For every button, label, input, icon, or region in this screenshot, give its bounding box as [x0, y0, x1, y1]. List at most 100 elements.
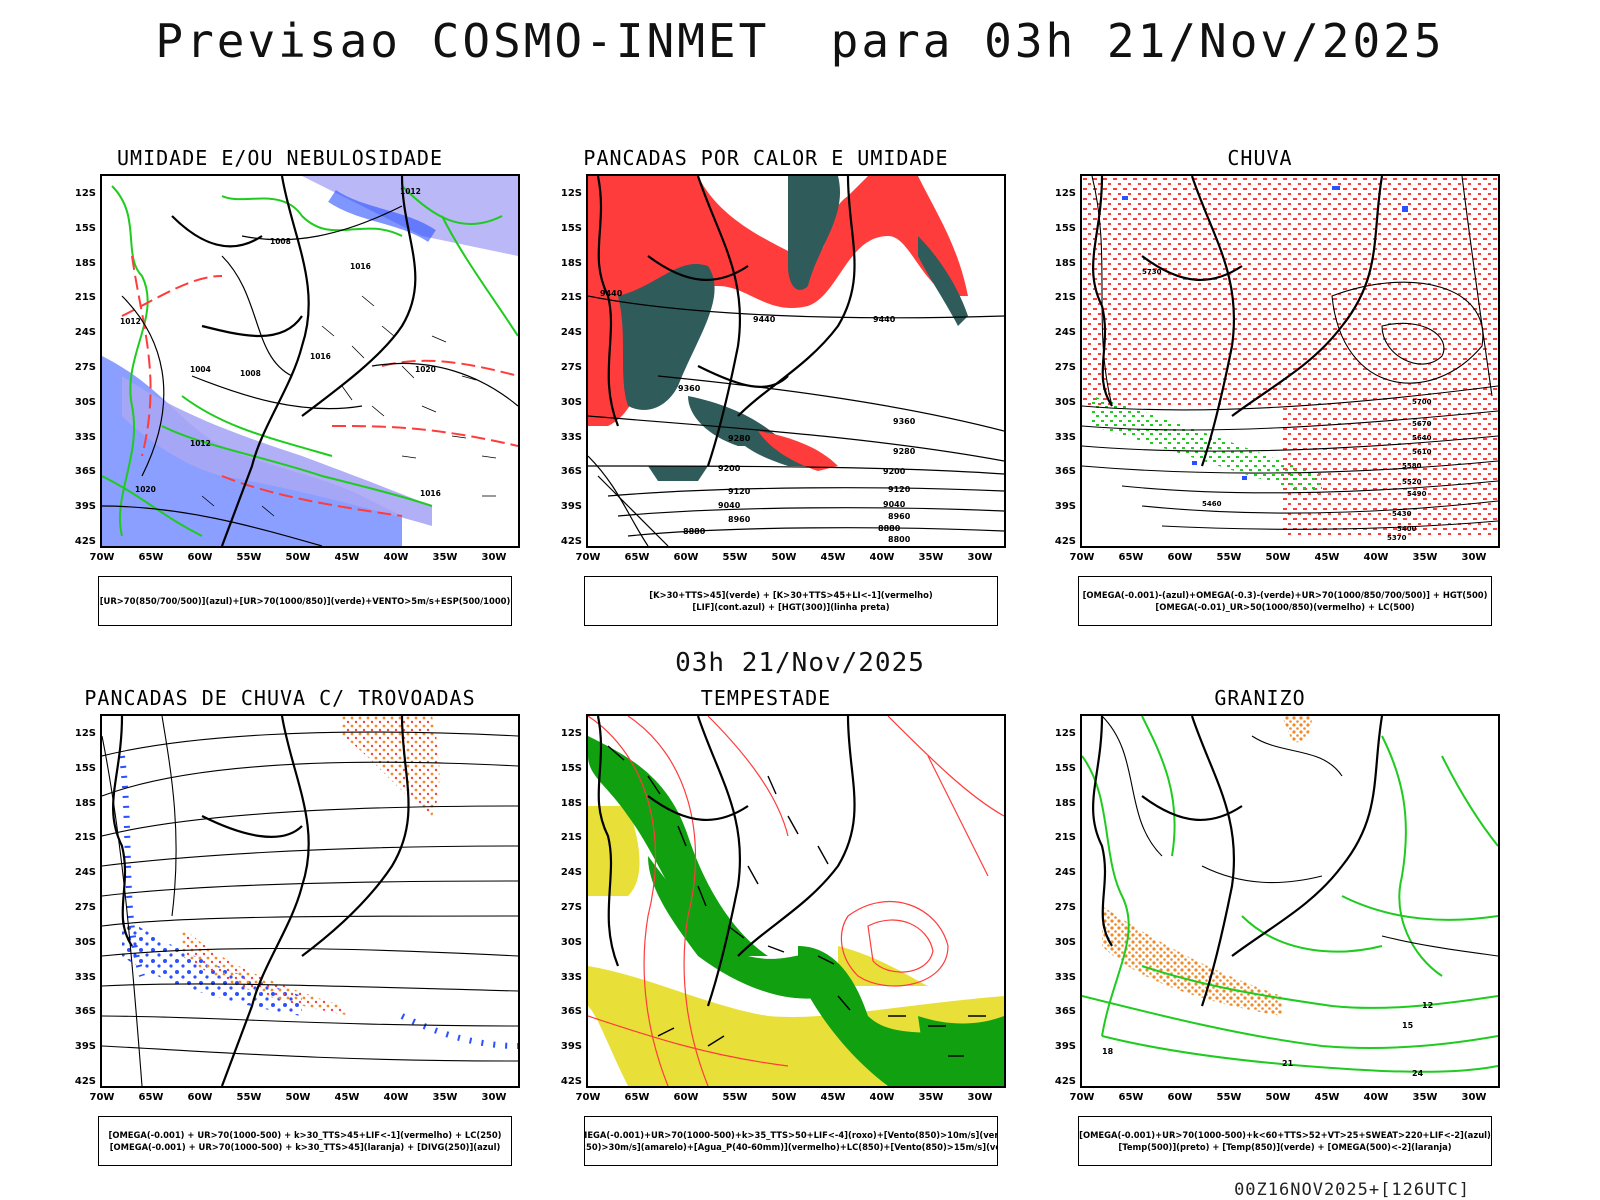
lon-tick-label: 30W [967, 552, 993, 563]
lat-tick-label: 27S [1054, 362, 1076, 373]
lon-tick-label: 40W [869, 1092, 895, 1103]
lon-tick-label: 35W [1412, 552, 1438, 563]
lat-tick-label: 24S [560, 867, 582, 879]
map-granizo: 12 15 18 21 24 [1082, 716, 1498, 1078]
lat-tick-label: 24S [560, 327, 582, 339]
lon-tick-label: 65W [138, 552, 164, 563]
lat-tick-label: 30S [74, 936, 96, 948]
lat-tick-label: 24S [1054, 327, 1076, 339]
contour-label: 8880 [878, 524, 901, 533]
contour-label: 9040 [883, 500, 906, 509]
lat-tick-label: 12S [1054, 188, 1076, 199]
lat-tick-label: 42S [1054, 536, 1076, 547]
lon-tick-label: 40W [1363, 1092, 1389, 1103]
lat-tick-label: 21S [74, 292, 96, 304]
contour-label: 5700 [1412, 398, 1432, 406]
contour-label: 5640 [1412, 434, 1432, 442]
contour-label: 5490 [1407, 490, 1427, 498]
lon-tick-label: 35W [432, 552, 458, 563]
lon-tick-label: 60W [187, 552, 213, 563]
contour-label: 9440 [753, 315, 776, 324]
contour-label: 9280 [728, 434, 751, 443]
lon-tick-label: 50W [285, 552, 311, 563]
lat-tick-label: 39S [74, 1041, 96, 1053]
lat-tick-label: 15S [1054, 762, 1076, 774]
lat-tick-label: 18S [1054, 797, 1076, 809]
legend: [OMEGA(-0.001)+UR>70(1000-500)+k<60+TTS>… [1078, 1116, 1492, 1166]
lon-tick-label: 70W [575, 552, 601, 563]
contour-label: 5460 [1202, 500, 1222, 508]
lon-tick-label: 45W [334, 1092, 360, 1103]
panel-tempestade: TEMPESTADE [526, 686, 1006, 1166]
map-frame [100, 174, 520, 548]
lon-tick-label: 50W [771, 552, 797, 563]
lon-tick-label: 70W [575, 1092, 601, 1103]
lon-tick-label: 60W [673, 1092, 699, 1103]
legend-line: [UR>70(850/700/500)](azul)+[UR>70(1000/8… [99, 596, 511, 606]
lon-tick-label: 30W [481, 1092, 507, 1103]
page-title: Previsao COSMO-INMET para 03h 21/Nov/202… [155, 14, 1445, 68]
lon-tick-label: 60W [673, 552, 699, 563]
map-frame: 12 15 18 21 24 [1080, 714, 1500, 1088]
lon-tick-label: 55W [236, 1092, 262, 1103]
contour-label: 9200 [718, 464, 741, 473]
map-frame [586, 714, 1006, 1088]
lat-tick-label: 21S [560, 832, 582, 844]
panel-title: UMIDADE E/OU NEBULOSIDADE [116, 146, 444, 170]
map-umidade [102, 176, 518, 546]
lon-tick-label: 70W [1069, 1092, 1095, 1103]
lon-tick-label: 35W [1412, 1092, 1438, 1103]
map-trovoadas [102, 716, 518, 1086]
lat-tick-label: 15S [74, 762, 96, 774]
lon-tick-label: 55W [1216, 552, 1242, 563]
panel-title: GRANIZO [1214, 686, 1306, 710]
lon-tick-label: 65W [624, 552, 650, 563]
contour-label: 5430 [1392, 510, 1412, 518]
contour-label: 9040 [718, 501, 741, 510]
lat-tick-label: 21S [1054, 832, 1076, 844]
lat-tick-label: 42S [74, 536, 96, 547]
lon-tick-label: 55W [722, 1092, 748, 1103]
legend: [OMEGA(-0.001)-(azul)+OMEGA(-0.3)-(verde… [1078, 576, 1492, 626]
map-frame: 9440 9440 9440 9360 9360 9280 9280 9200 … [586, 174, 1006, 548]
lat-tick-label: 42S [1054, 1076, 1076, 1087]
panel-title: TEMPESTADE [700, 686, 832, 710]
lon-tick-label: 65W [1118, 1092, 1144, 1103]
legend-line: [K>30+TTS>45](verde) + [K>30+TTS>45+LI<-… [649, 590, 933, 600]
lat-tick-label: 30S [74, 396, 96, 408]
lat-tick-label: 36S [560, 466, 582, 478]
lon-tick-label: 65W [138, 1092, 164, 1103]
lon-tick-label: 65W [1118, 552, 1144, 563]
panel-title: CHUVA [1227, 146, 1293, 170]
lat-tick-label: 27S [560, 902, 582, 913]
contour-label: 9120 [728, 487, 751, 496]
contour-label: 5400 [1397, 525, 1417, 533]
lat-tick-label: 24S [74, 867, 96, 879]
lat-tick-label: 21S [560, 292, 582, 304]
lat-tick-label: 33S [74, 971, 96, 983]
lat-tick-label: 15S [560, 762, 582, 774]
lon-tick-label: 60W [1167, 1092, 1193, 1103]
lat-tick-label: 36S [74, 466, 96, 478]
lat-tick-label: 30S [1054, 396, 1076, 408]
panel-pancadas-calor: PANCADAS POR CALOR E UMIDADE [526, 146, 1006, 626]
contour-label: 21 [1282, 1059, 1294, 1068]
lon-tick-label: 30W [967, 1092, 993, 1103]
legend-line: [LIF](cont.azul) + [HGT(300)](linha pret… [692, 602, 890, 612]
contour-label: 9200 [883, 467, 906, 476]
lon-tick-label: 50W [1265, 1092, 1291, 1103]
lat-tick-label: 33S [1054, 431, 1076, 443]
lat-tick-label: 39S [1054, 1041, 1076, 1053]
lat-tick-label: 18S [74, 797, 96, 809]
valid-time-label: 03h 21/Nov/2025 [675, 648, 925, 678]
panel-title: PANCADAS POR CALOR E UMIDADE [583, 146, 949, 170]
lon-tick-label: 70W [89, 1092, 115, 1103]
lon-tick-label: 50W [285, 1092, 311, 1103]
lon-tick-label: 55W [722, 552, 748, 563]
lat-tick-label: 36S [74, 1006, 96, 1018]
contour-label: 5580 [1402, 462, 1422, 470]
lon-tick-label: 30W [1461, 552, 1487, 563]
lon-tick-label: 45W [1314, 1092, 1340, 1103]
lat-tick-label: 18S [560, 797, 582, 809]
lat-tick-label: 21S [1054, 292, 1076, 304]
